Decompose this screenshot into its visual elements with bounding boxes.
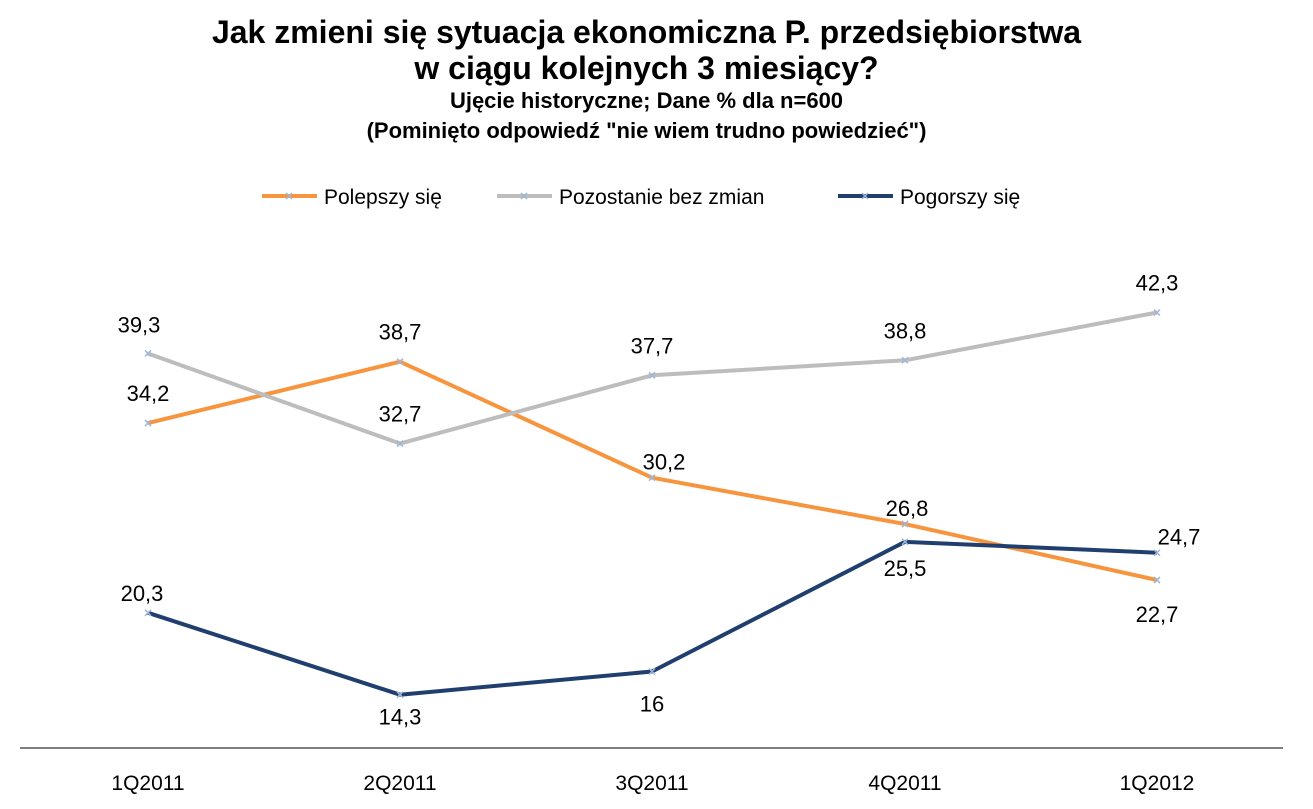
series-2-marker-1 bbox=[144, 349, 152, 357]
series-3-marker-5 bbox=[1153, 549, 1161, 557]
chart-title-block: Jak zmieni się sytuacja ekonomiczna P. p… bbox=[0, 14, 1293, 146]
series-1-marker-3 bbox=[648, 474, 656, 482]
chart-subtitle-line-2: (Pominięto odpowiedź "nie wiem trudno po… bbox=[366, 118, 927, 143]
legend-label-3: Pogorszy się bbox=[900, 186, 1020, 209]
series-1-data-label-5: 22,7 bbox=[1136, 602, 1179, 627]
series-layer: 34,2 38,7 30,2 26,8 22,7 39,3 32,7 37,7 38,8 42,3… bbox=[118, 271, 1201, 730]
series-1-marker-4 bbox=[901, 520, 909, 528]
x-tick-label-3: 3Q2011 bbox=[615, 772, 688, 795]
series-1-data-label-2: 38,7 bbox=[379, 320, 422, 345]
series-2-marker-2 bbox=[396, 440, 404, 448]
series-1-data-label-1: 34,2 bbox=[127, 381, 170, 406]
legend-marker-1 bbox=[285, 192, 293, 200]
x-tick-label-1: 1Q2011 bbox=[111, 772, 184, 795]
legend-marker-2 bbox=[520, 192, 528, 200]
series-2-data-label-1: 39,3 bbox=[118, 312, 161, 337]
legend-label-1: Polepszy się bbox=[324, 186, 442, 209]
legend-marker-3 bbox=[861, 192, 869, 200]
series-1-marker-5 bbox=[1153, 576, 1161, 584]
series-3-data-label-3: 16 bbox=[640, 692, 664, 717]
series-2-marker-3 bbox=[648, 371, 656, 379]
legend-label-2: Pozostanie bez zmian bbox=[559, 186, 764, 209]
series-3-data-label-2: 14,3 bbox=[379, 705, 422, 730]
series-2-data-label-5: 42,3 bbox=[1136, 271, 1179, 296]
series-2-data-label-4: 38,8 bbox=[884, 318, 927, 343]
series-2-data-label-2: 32,7 bbox=[379, 402, 422, 427]
x-tick-label-2: 2Q2011 bbox=[363, 772, 436, 795]
chart-title-line-1: Jak zmieni się sytuacja ekonomiczna P. p… bbox=[211, 14, 1082, 50]
series-1-marker-2 bbox=[396, 358, 404, 366]
series-2-marker-5 bbox=[1153, 308, 1161, 317]
legend: Polepszy się Pozostanie bez zmian Pogorszy… bbox=[262, 186, 1020, 209]
x-tick-labels: 1Q2011 2Q2011 3Q2011 4Q2011 1Q2012 bbox=[111, 772, 1194, 795]
series-2-data-label-3: 37,7 bbox=[631, 333, 674, 358]
series-1-data-label-3: 30,2 bbox=[643, 450, 686, 475]
series-3-marker-2 bbox=[396, 691, 404, 699]
series-3-marker-1 bbox=[144, 609, 152, 617]
series-3-data-label-1: 20,3 bbox=[121, 581, 164, 606]
series-3-data-label-4: 25,5 bbox=[884, 556, 927, 581]
series-2-marker-4 bbox=[901, 356, 909, 364]
chart-subtitle-line-1: Ujęcie historyczne; Dane % dla n=600 bbox=[449, 88, 844, 113]
series-1-marker-1 bbox=[144, 419, 152, 427]
chart-title-line-2: w ciągu kolejnych 3 miesiący? bbox=[414, 50, 879, 86]
series-1-data-label-4: 26,8 bbox=[886, 496, 929, 521]
x-tick-label-4: 4Q2011 bbox=[868, 772, 941, 795]
series-line-2 bbox=[147, 310, 1158, 446]
series-3-marker-3 bbox=[648, 667, 656, 676]
series-3-data-label-5: 24,7 bbox=[1158, 525, 1201, 550]
x-tick-label-5: 1Q2012 bbox=[1120, 772, 1195, 795]
series-3-marker-4 bbox=[901, 538, 909, 546]
